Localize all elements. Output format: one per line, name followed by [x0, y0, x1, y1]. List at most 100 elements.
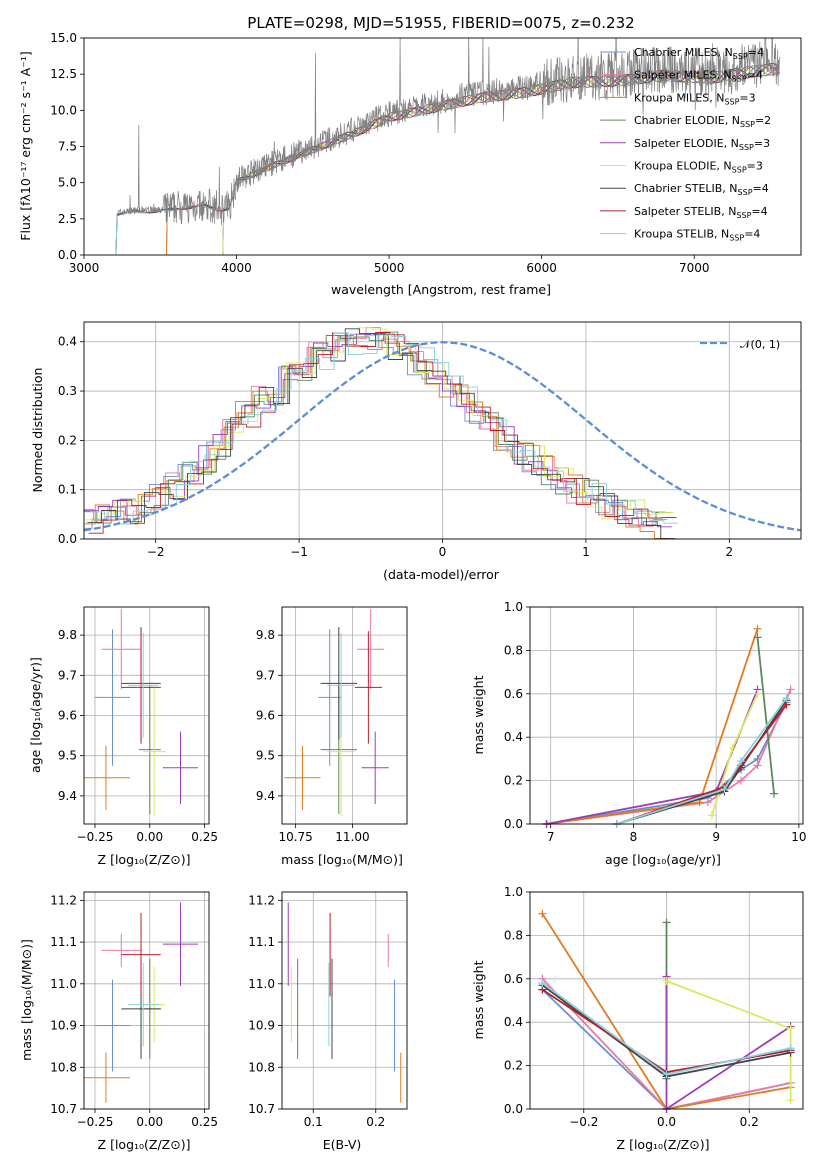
- errorbar-point-salpeter_stelib: [121, 912, 161, 997]
- weight-marker: [708, 811, 716, 820]
- y-tick-label: 0.2: [504, 774, 523, 788]
- weight-marker: [753, 761, 762, 770]
- errorbar-point-salpeter_stelib: [354, 631, 382, 744]
- errorbar-point-chabrier_miles: [94, 629, 131, 766]
- legend-label: Salpeter ELODIE, NSSP=3: [634, 137, 770, 152]
- residual-histogram-chabrier_miles: [84, 333, 666, 529]
- y-tick-label: 9.6: [256, 709, 275, 723]
- y-tick-label: 11.0: [248, 977, 275, 991]
- age_vs_Z-panel: −0.25 0.00 0.25 9.4 9.5 9.6 9.7 9.8: [58, 606, 218, 844]
- axes-frame: [281, 891, 408, 1110]
- weight-marker: [662, 976, 671, 985]
- age-z-xlabel: Z [log₁₀(Z/Z⊙)]: [98, 852, 191, 867]
- weight-line-kroupa_stelib: [616, 697, 788, 825]
- normal-curve: [84, 341, 801, 532]
- residual-histogram-salpeter_elodie: [84, 332, 672, 528]
- axes-frame: [83, 606, 210, 825]
- x-tick-label: 0.25: [191, 1115, 218, 1129]
- y-tick-label: 11.0: [50, 977, 77, 991]
- legend-label-rest: =3: [747, 160, 763, 173]
- x-tick-label: 10: [791, 830, 806, 844]
- age-z-ylabel: age [log₁₀(age/yr)]: [28, 657, 43, 773]
- weight-marker: [782, 694, 791, 703]
- legend-subscript: SSP: [739, 143, 754, 152]
- axes-frame: [83, 891, 210, 1110]
- y-tick-label: 10.8: [248, 1060, 275, 1074]
- y-tick-label: 0.0: [58, 248, 77, 262]
- x-tick-label: 11.00: [335, 830, 369, 844]
- x-tick-label: 0.2: [366, 1115, 385, 1129]
- y-tick-label: 11.1: [248, 935, 275, 949]
- mass_vs_Z-points: [84, 902, 199, 1103]
- y-tick-label: 9.4: [256, 789, 275, 803]
- errorbar-point-kroupa_miles: [84, 1052, 131, 1103]
- y-tick-label: 0.8: [504, 643, 523, 657]
- residual-histogram-kroupa_stelib: [90, 332, 679, 525]
- weight-marker: [770, 789, 779, 798]
- legend-subscript: SSP: [736, 211, 751, 220]
- x-tick-label: −1: [290, 545, 308, 559]
- spectrum-lines: [115, 38, 780, 255]
- x-tick-label: 6000: [526, 261, 557, 275]
- age_vs_mass-points: [284, 609, 389, 816]
- legend-subscript: SSP: [732, 75, 747, 84]
- y-tick-label: 15.0: [50, 31, 77, 45]
- age-mass-xlabel: mass [log₁₀(M/M⊙)]: [281, 852, 403, 867]
- x-tick-label: −2: [147, 545, 165, 559]
- x-tick-label: 1: [582, 545, 590, 559]
- weight-line-kroupa_elodie: [666, 980, 792, 1101]
- x-tick-label: 0: [439, 545, 447, 559]
- y-tick-label: 11.1: [50, 935, 77, 949]
- y-tick-label: 9.7: [256, 668, 275, 682]
- y-tick-label: 7.5: [58, 140, 77, 154]
- spectrum-panel: 3000 4000 5000 6000 7000 0.0 2.5 5.0 7.5 10.0 12.5…: [50, 31, 802, 275]
- y-tick-label: 9.5: [58, 749, 77, 763]
- legend-subscript: SSP: [738, 188, 753, 197]
- y-tick-label: 9.7: [58, 668, 77, 682]
- mass-z-xlabel: Z [log₁₀(Z/Z⊙)]: [98, 1137, 191, 1152]
- y-tick-label: 10.8: [50, 1060, 77, 1074]
- normal-legend-label: 𝒩(0, 1): [740, 338, 780, 351]
- errorbar-point-salpeter_elodie: [162, 731, 199, 804]
- errorbar-point-kroupa_stelib: [327, 633, 355, 738]
- legend-label-rest: =4: [747, 69, 763, 82]
- y-tick-label: 0.1: [58, 483, 77, 497]
- legend-label: Kroupa MILES, NSSP=3: [634, 91, 756, 106]
- weight-line-chabrier_elodie: [756, 637, 775, 794]
- y-tick-label: 2.5: [58, 212, 77, 226]
- errorbar-point-kroupa_miles: [284, 745, 321, 810]
- legend-label: Kroupa ELODIE, NSSP=3: [634, 160, 763, 175]
- x-tick-label: 0.00: [136, 1115, 163, 1129]
- y-tick-label: 10.9: [248, 1019, 275, 1033]
- weight-z-ylabel: mass weight: [471, 960, 486, 1039]
- y-tick-label: 9.8: [58, 628, 77, 642]
- y-tick-label: 0.6: [504, 972, 523, 986]
- y-tick-label: 10.7: [50, 1102, 77, 1116]
- weight-line-salpeter_elodie: [546, 689, 759, 825]
- y-tick-label: 1.0: [504, 885, 523, 899]
- residual-steps: [84, 327, 801, 539]
- weight-marker: [736, 757, 745, 766]
- x-tick-label: 8: [630, 830, 638, 844]
- errorbar-point-chabrier_elodie: [138, 685, 161, 814]
- x-tick-label: −0.25: [77, 1115, 114, 1129]
- residuals-panel: −2 −1 0 1 2 0.0 0.1 0.2 0.3 0.4 𝒩(0, 1): [58, 321, 802, 559]
- y-tick-label: 0.8: [504, 928, 523, 942]
- weight-marker: [753, 689, 762, 698]
- weight-marker: [786, 1096, 795, 1105]
- x-tick-label: −0.2: [569, 1115, 598, 1129]
- y-tick-label: 0.4: [58, 335, 77, 349]
- errorbar-point-chabrier_miles: [318, 629, 342, 766]
- errorbar-point-kroupa_miles: [84, 745, 131, 810]
- axes-frame: [529, 891, 804, 1110]
- weight-marker: [538, 909, 547, 918]
- legend-label: Kroupa STELIB, NSSP=4: [634, 228, 760, 243]
- weight-marker: [786, 1044, 795, 1053]
- mass_vs_ebv-panel: 0.1 0.2 10.7 10.8 10.9 11.0 11.1 11.2: [248, 891, 408, 1129]
- weight-marker: [538, 979, 547, 988]
- legend-subscript: SSP: [724, 97, 739, 106]
- weight_vs_age-lines: [542, 624, 795, 828]
- residual-histogram-kroupa_elodie: [85, 327, 674, 521]
- residual-histogram-chabrier_elodie: [84, 331, 671, 526]
- errorbar-point-salpeter_miles: [101, 609, 142, 690]
